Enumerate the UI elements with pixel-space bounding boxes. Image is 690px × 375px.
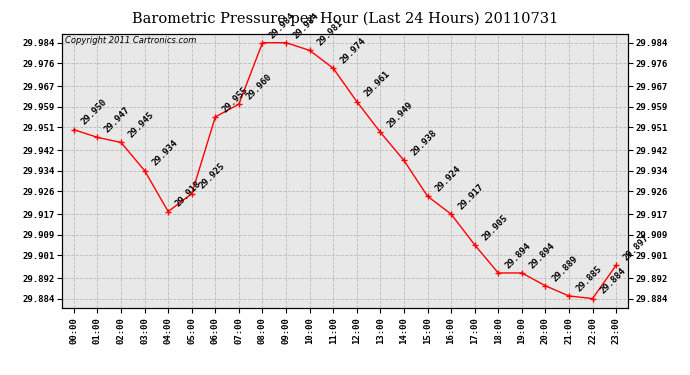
- Text: 29.894: 29.894: [527, 241, 557, 270]
- Text: 29.884: 29.884: [598, 267, 627, 296]
- Text: 29.885: 29.885: [575, 264, 604, 293]
- Text: 29.894: 29.894: [504, 241, 533, 270]
- Text: 29.984: 29.984: [268, 11, 297, 40]
- Text: 29.945: 29.945: [126, 111, 156, 140]
- Text: 29.925: 29.925: [197, 162, 226, 191]
- Text: 29.897: 29.897: [622, 233, 651, 262]
- Text: 29.950: 29.950: [79, 98, 108, 127]
- Text: 29.947: 29.947: [103, 105, 132, 135]
- Text: 29.984: 29.984: [292, 11, 321, 40]
- Text: 29.981: 29.981: [315, 18, 344, 48]
- Text: 29.918: 29.918: [174, 180, 203, 209]
- Text: 29.955: 29.955: [221, 85, 250, 114]
- Text: Barometric Pressure per Hour (Last 24 Hours) 20110731: Barometric Pressure per Hour (Last 24 Ho…: [132, 11, 558, 26]
- Text: 29.934: 29.934: [150, 139, 179, 168]
- Text: 29.889: 29.889: [551, 254, 580, 283]
- Text: 29.917: 29.917: [457, 182, 486, 212]
- Text: 29.960: 29.960: [244, 72, 274, 101]
- Text: 29.938: 29.938: [409, 129, 439, 158]
- Text: 29.905: 29.905: [480, 213, 509, 242]
- Text: 29.974: 29.974: [339, 36, 368, 66]
- Text: Copyright 2011 Cartronics.com: Copyright 2011 Cartronics.com: [65, 36, 196, 45]
- Text: 29.949: 29.949: [386, 100, 415, 129]
- Text: 29.924: 29.924: [433, 164, 462, 194]
- Text: 29.961: 29.961: [362, 70, 391, 99]
